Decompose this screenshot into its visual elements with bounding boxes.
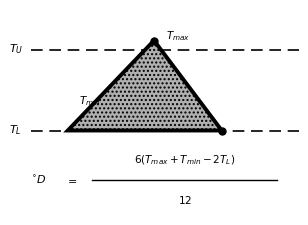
Text: $6(T_{max} + T_{min} - 2T_L)$: $6(T_{max} + T_{min} - 2T_L)$	[134, 153, 235, 166]
Text: $12$: $12$	[178, 194, 192, 206]
Text: $=$: $=$	[65, 175, 77, 185]
Text: $T_{min}$: $T_{min}$	[79, 94, 100, 108]
Text: $T_L$: $T_L$	[9, 124, 22, 137]
Polygon shape	[68, 40, 222, 130]
Text: $T_{max}$: $T_{max}$	[166, 29, 191, 43]
Text: $^{\circ}D$: $^{\circ}D$	[31, 174, 46, 186]
Text: $T_U$: $T_U$	[9, 43, 24, 56]
